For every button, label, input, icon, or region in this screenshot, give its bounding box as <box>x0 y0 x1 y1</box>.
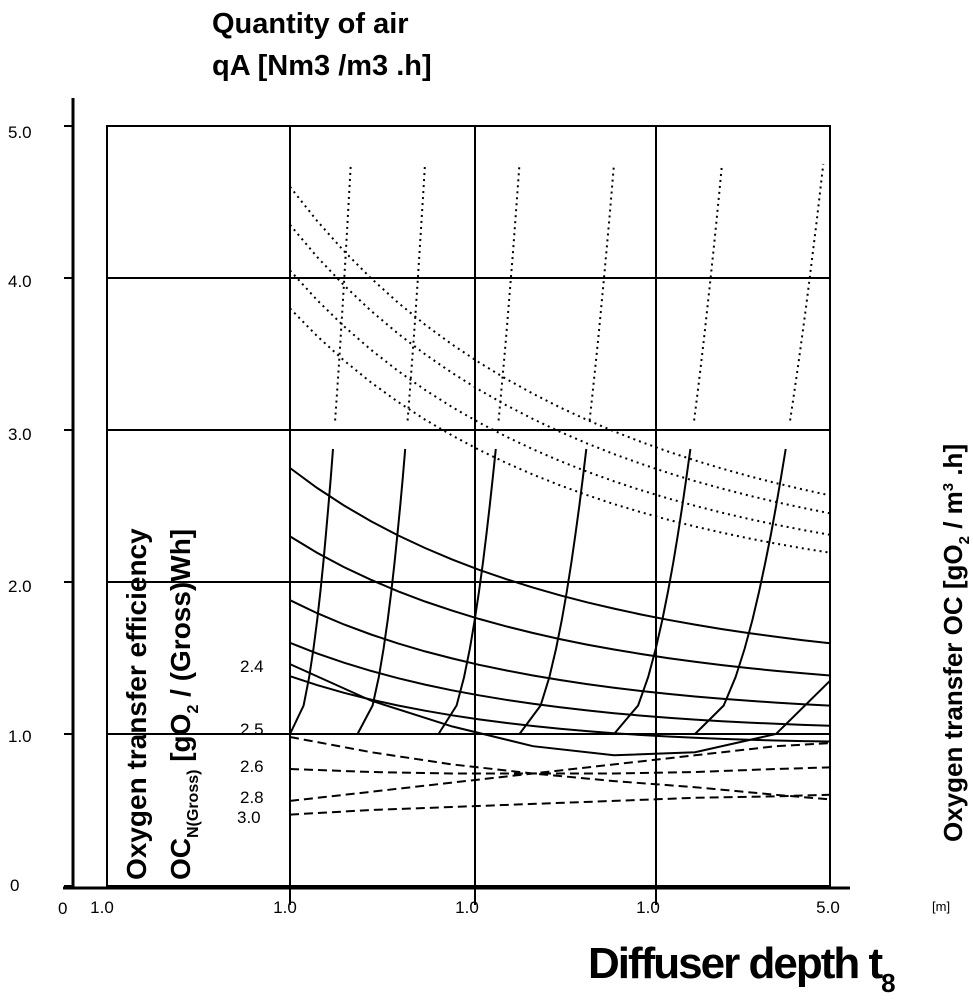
solid-hyperbola-2 <box>289 599 831 707</box>
curves-layer <box>289 163 831 816</box>
left-axis-oc-subscript: N(Gross) <box>185 770 202 838</box>
x-tick-4: 5.0 <box>816 898 840 917</box>
left-axis-title-line1: Oxygen transfer efficiency <box>121 528 152 880</box>
right-axis-part1: Oxygen transfer OC [gO <box>938 544 968 842</box>
x-axis-title: Diffuser depth t8 <box>588 939 895 998</box>
rising-solid-0 <box>289 448 334 735</box>
right-axis-superscript: 3 <box>940 483 957 491</box>
series-label-2-8: 2.8 <box>240 788 264 807</box>
left-axis-o2-subscript: 2 <box>185 705 202 714</box>
series-line-3-0 <box>289 793 831 816</box>
y-tick-4: 4.0 <box>8 272 32 291</box>
x-tick-3: 1.0 <box>636 898 660 917</box>
dotted-hyperbola-0 <box>289 307 831 554</box>
plot-frame <box>106 125 831 887</box>
rising-solid-3 <box>518 448 588 735</box>
series-line-2-4 <box>289 663 831 757</box>
dotted-hyperbola-3 <box>289 186 831 497</box>
x-axis-title-subscript: 8 <box>881 968 895 998</box>
rising-solid-5 <box>694 448 787 735</box>
rising-dotted-4 <box>693 163 723 421</box>
series-line-2-8 <box>289 742 831 802</box>
y-tick-2: 2.0 <box>8 577 32 596</box>
rising-solid-4 <box>613 448 692 735</box>
left-axis-oc: OC <box>165 838 196 880</box>
x-tick-1: 1.0 <box>273 898 297 917</box>
rising-solid-1 <box>356 448 407 735</box>
right-axis-title: Oxygen transfer OC [gO2 / m3 .h] <box>938 444 973 842</box>
series-line-2-5 <box>289 736 831 801</box>
title-line-2: qA [Nm3 /m3 .h] <box>212 50 432 82</box>
axes-layer <box>63 98 850 890</box>
series-label-2-4: 2.4 <box>240 657 264 676</box>
right-axis-part3: .h] <box>938 444 968 483</box>
solid-hyperbola-4 <box>289 675 831 743</box>
solid-hyperbola-0 <box>289 467 831 645</box>
solid-hyperbola-3 <box>289 641 831 727</box>
y-tick-3: 3.0 <box>8 425 32 444</box>
solid-hyperbola-1 <box>289 535 831 677</box>
y-tick-0: 0 <box>10 876 19 895</box>
left-axis-title-line2: OCN(Gross) [gO2 / (Gross)Wh] <box>165 529 202 880</box>
x-tick-2: 1.0 <box>455 898 479 917</box>
x-unit-label: [m] <box>932 899 950 914</box>
title-line-1: Quantity of air <box>212 8 409 40</box>
right-axis-o2-subscript: 2 <box>956 536 973 544</box>
rising-dotted-3 <box>588 163 615 421</box>
left-axis-unit-a: [gO <box>165 714 196 770</box>
grid-layer <box>106 125 831 905</box>
series-line-2-6 <box>289 766 831 775</box>
right-axis-part2: / m <box>938 491 968 536</box>
x-tick-0: 1.0 <box>90 898 114 917</box>
left-axis-unit-b: / (Gross)Wh] <box>165 529 196 705</box>
y-tick-5: 5.0 <box>8 123 32 142</box>
y-tick-1: 1.0 <box>8 727 32 746</box>
rising-solid-2 <box>437 448 497 735</box>
x-axis-title-text: Diffuser depth t <box>588 939 883 988</box>
dotted-hyperbola-2 <box>289 224 831 515</box>
rising-dotted-2 <box>497 163 521 421</box>
dotted-hyperbola-1 <box>289 269 831 536</box>
series-label-2-6: 2.6 <box>240 757 264 776</box>
rising-dotted-1 <box>406 163 426 421</box>
rising-dotted-5 <box>789 163 825 421</box>
series-label-3-0: 3.0 <box>237 808 261 827</box>
series-label-2-5: 2.5 <box>240 720 264 739</box>
x-origin-label: 0 <box>58 899 67 918</box>
rising-dotted-0 <box>334 163 352 421</box>
